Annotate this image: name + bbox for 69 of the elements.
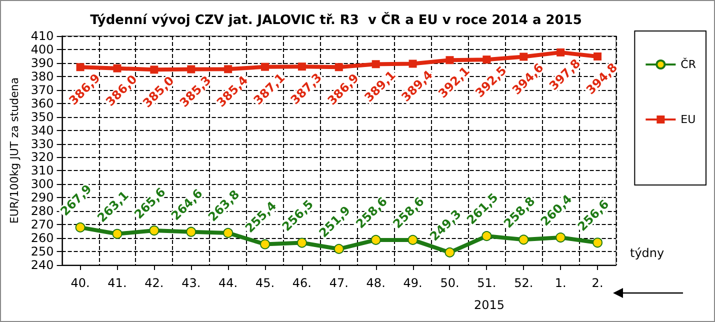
x-tick-label: 45. bbox=[255, 276, 275, 290]
y-tick-label: 330 bbox=[30, 136, 54, 151]
point bbox=[75, 222, 86, 232]
y-tick-label: 250 bbox=[30, 244, 54, 259]
point bbox=[444, 247, 455, 258]
point bbox=[408, 234, 418, 245]
point bbox=[260, 239, 270, 250]
x-tick-label: 1. bbox=[554, 276, 566, 290]
point bbox=[224, 65, 232, 74]
point bbox=[187, 65, 196, 74]
y-tick-label: 260 bbox=[30, 231, 54, 246]
y-tick-label: 380 bbox=[30, 69, 54, 84]
text: 2015 bbox=[474, 298, 505, 312]
x-tick-label: 40. bbox=[70, 276, 90, 290]
point bbox=[223, 228, 234, 238]
point bbox=[372, 60, 380, 68]
point bbox=[482, 231, 492, 242]
y-tick-label: 270 bbox=[30, 218, 54, 232]
point bbox=[370, 234, 381, 245]
point bbox=[446, 56, 454, 64]
y-tick-label: 360 bbox=[30, 96, 54, 110]
point bbox=[482, 56, 491, 64]
point bbox=[334, 63, 343, 72]
point bbox=[296, 238, 307, 248]
x-tick-label: 50. bbox=[440, 276, 460, 290]
legend-label: EU bbox=[680, 113, 696, 126]
point bbox=[520, 52, 528, 61]
legend-label: ČR bbox=[680, 57, 696, 71]
x-tick-label: 41. bbox=[108, 276, 127, 290]
x-axis-title: týdny bbox=[630, 246, 664, 260]
point bbox=[113, 64, 122, 72]
x-tick-label: 44. bbox=[218, 276, 238, 290]
point bbox=[518, 234, 529, 245]
point bbox=[112, 228, 122, 239]
x-tick-label: 49. bbox=[403, 276, 422, 290]
y-tick-label: 390 bbox=[30, 56, 54, 70]
y-tick-label: 280 bbox=[30, 204, 54, 218]
y-axis-title: EUR/100kg JUT za studena bbox=[8, 77, 21, 224]
y-tick-label: 370 bbox=[30, 82, 54, 97]
point bbox=[298, 62, 306, 71]
point bbox=[76, 63, 84, 72]
x-tick-label: 48. bbox=[366, 276, 386, 290]
y-tick-label: 340 bbox=[30, 123, 54, 138]
x-tick-label: 43. bbox=[182, 276, 201, 290]
point bbox=[592, 238, 603, 248]
chart-title: Týdenní vývoj CZV jat. JALOVIC tř. R3 v ČR a EU v roce 2014 a 2015 bbox=[90, 11, 582, 28]
y-tick-label: 350 bbox=[30, 110, 54, 124]
point bbox=[594, 52, 602, 60]
y-tick-label: 410 bbox=[30, 29, 54, 43]
point bbox=[556, 48, 565, 56]
y-tick-label: 240 bbox=[30, 258, 54, 272]
x-tick-label: 46. bbox=[292, 276, 312, 290]
x-tick-label: 47. bbox=[329, 276, 348, 290]
y-tick-label: 290 bbox=[30, 190, 54, 205]
point bbox=[334, 244, 344, 254]
y-tick-label: 400 bbox=[30, 42, 54, 56]
x-tick-label: 42. bbox=[144, 276, 164, 290]
point bbox=[408, 60, 417, 68]
point bbox=[149, 226, 160, 236]
x-tick-label: 52. bbox=[514, 276, 534, 290]
point bbox=[556, 232, 566, 243]
point bbox=[186, 226, 196, 237]
point bbox=[261, 62, 270, 71]
x-tick-label: 51. bbox=[477, 276, 496, 290]
y-tick-label: 300 bbox=[30, 177, 54, 192]
y-tick-label: 320 bbox=[30, 150, 54, 164]
x-tick-label: 2. bbox=[592, 276, 604, 290]
y-tick-label: 310 bbox=[30, 164, 54, 178]
point bbox=[150, 66, 158, 74]
